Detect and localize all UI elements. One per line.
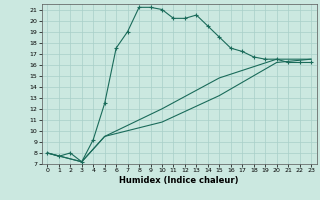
- X-axis label: Humidex (Indice chaleur): Humidex (Indice chaleur): [119, 176, 239, 185]
